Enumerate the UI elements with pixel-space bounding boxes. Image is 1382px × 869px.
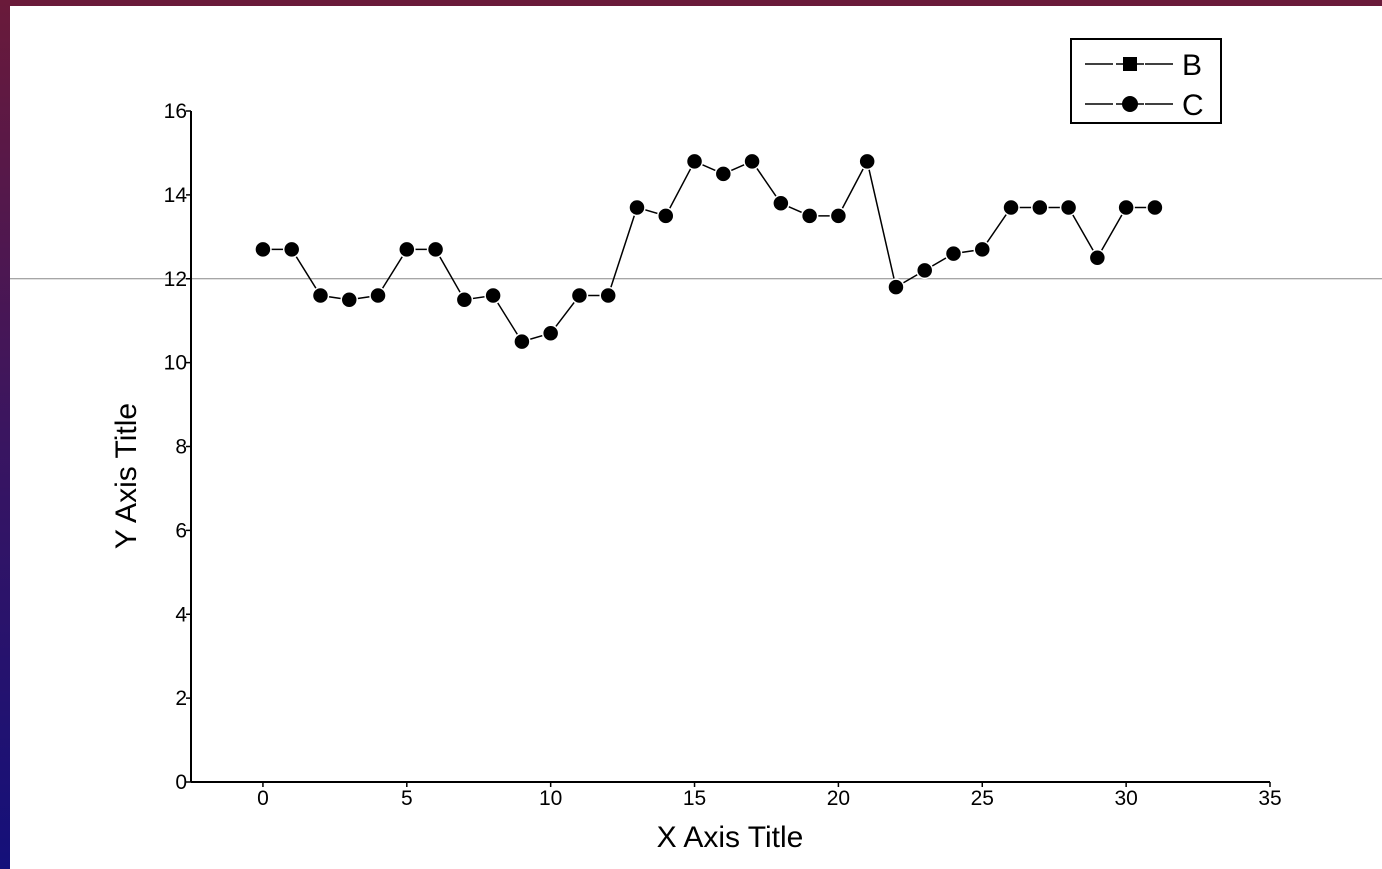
data-point [657, 207, 675, 225]
x-tick-label: 25 [971, 787, 994, 810]
data-point [1117, 198, 1135, 217]
data-point [858, 152, 876, 171]
data-point [570, 286, 589, 305]
data-point [772, 194, 790, 213]
y-axis-title: Y Axis Title [110, 403, 143, 549]
data-point [743, 152, 761, 171]
legend-label-c: C [1182, 89, 1204, 122]
legend: BC [1070, 38, 1222, 124]
series-c-line [262, 159, 1155, 343]
x-tick-label: 10 [539, 787, 562, 810]
data-point [915, 261, 934, 280]
data-point [1088, 249, 1107, 267]
y-tick-label: 8 [175, 436, 187, 459]
data-point [973, 240, 992, 259]
axes [190, 111, 1270, 783]
data-point [541, 324, 560, 343]
y-tick-label: 0 [175, 771, 187, 794]
y-tick-label: 16 [164, 100, 187, 123]
data-point [455, 290, 474, 309]
data-point [398, 240, 416, 259]
data-point [628, 198, 646, 217]
data-point [254, 240, 272, 259]
x-ticks: 0 5 10 15 20 25 30 35 [257, 782, 1282, 810]
data-point [1059, 198, 1078, 217]
legend-label-b: B [1182, 49, 1202, 82]
data-point [282, 240, 301, 259]
x-tick-label: 0 [257, 787, 269, 810]
y-tick-label: 6 [175, 519, 187, 542]
y-tick-label: 2 [175, 687, 187, 710]
data-point [426, 240, 445, 259]
y-tick-label: 4 [175, 603, 187, 626]
plot-area [254, 152, 1164, 351]
x-tick-label: 5 [401, 787, 413, 810]
data-point [685, 152, 704, 171]
chart-slide: 0 5 10 15 20 25 30 35 0 2 4 6 8 10 12 14 16 X Axis Titl… [10, 6, 1382, 869]
data-point [714, 165, 733, 183]
x-tick-label: 35 [1258, 787, 1281, 810]
data-point [340, 290, 359, 309]
data-point [513, 332, 531, 351]
data-point [944, 244, 963, 263]
data-point [369, 286, 387, 305]
data-point [829, 207, 848, 225]
data-point [311, 286, 330, 305]
x-axis-title: X Axis Title [657, 821, 804, 854]
x-tick-label: 15 [683, 787, 706, 810]
data-point [599, 286, 617, 305]
data-point [1031, 198, 1049, 217]
legend-box [1070, 38, 1222, 124]
data-point [887, 278, 905, 296]
data-point [1146, 198, 1164, 217]
y-tick-label: 10 [164, 352, 187, 375]
x-tick-label: 20 [827, 787, 850, 810]
y-tick-label: 12 [164, 268, 187, 291]
data-point [800, 207, 819, 225]
line-chart: 0 5 10 15 20 25 30 35 0 2 4 6 8 10 12 14 16 X Axis Titl… [10, 38, 1382, 854]
data-point [1002, 198, 1020, 217]
y-ticks: 0 2 4 6 8 10 12 14 16 [164, 100, 191, 794]
x-tick-label: 30 [1114, 787, 1137, 810]
y-tick-label: 14 [164, 184, 188, 207]
data-point [484, 286, 502, 305]
